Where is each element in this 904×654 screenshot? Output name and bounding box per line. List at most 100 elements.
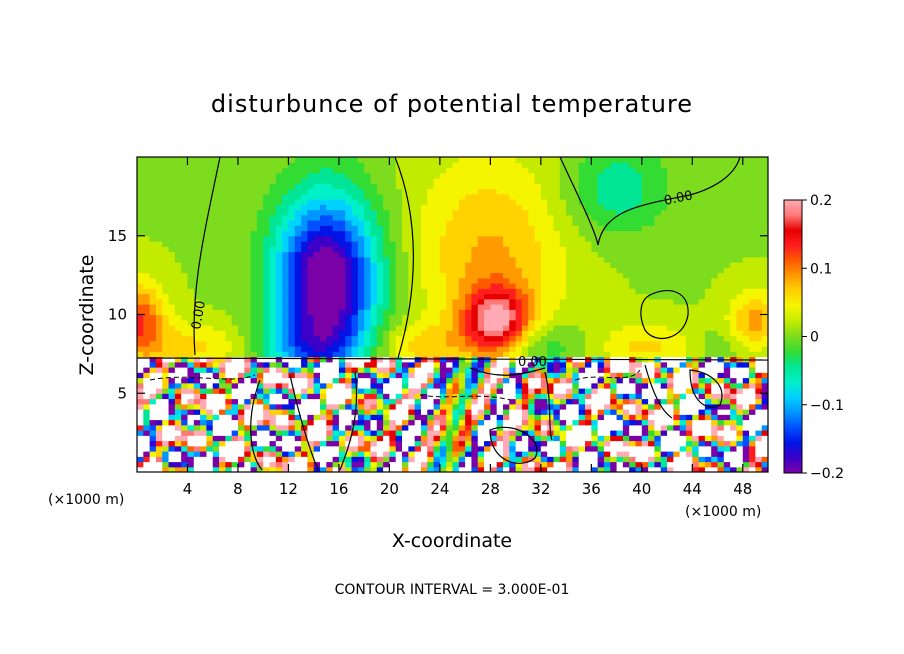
field-cell [427,424,435,431]
field-cell [477,293,485,300]
field-cell [427,314,435,321]
field-cell [408,388,416,394]
field-cell [660,288,668,295]
field-cell [408,409,416,415]
field-cell [578,309,586,316]
field-cell [345,382,353,389]
field-cell [585,351,592,358]
field-cell [667,293,674,300]
field-cell [143,409,151,415]
field-cell [484,230,491,237]
field-cell [736,351,744,358]
field-cell [711,288,719,295]
field-cell [256,424,264,431]
field-cell [288,246,296,253]
field-cell [332,256,340,263]
field-cell [742,256,750,263]
field-cell [351,367,359,373]
field-cell [496,419,504,426]
field-cell [660,277,668,284]
field-cell [578,335,586,342]
field-cell [496,435,504,442]
field-cell [219,319,226,326]
field-cell [212,319,220,326]
field-cell [200,304,208,310]
field-cell [603,283,611,289]
field-cell [338,272,346,279]
field-cell [288,325,296,331]
field-cell [155,330,163,337]
field-cell [137,451,144,457]
field-cell [332,283,340,289]
field-cell [181,461,189,468]
field-cell [219,403,226,410]
field-cell [704,377,712,384]
field-cell [730,325,738,331]
field-cell [168,325,176,331]
field-cell [597,435,605,442]
field-cell [389,235,397,242]
field-cell [326,330,334,337]
field-cell [528,314,536,321]
field-cell [338,230,346,237]
field-cell [408,361,416,368]
field-cell [654,351,662,358]
field-cell [585,409,592,415]
field-cell [559,214,567,221]
field-cell [629,461,637,468]
field-cell [704,351,712,358]
field-cell [414,466,422,472]
field-cell [685,246,693,253]
field-cell [414,445,422,452]
field-cell [294,346,302,352]
field-cell [212,398,220,405]
field-cell [364,262,372,268]
field-cell [572,466,580,472]
field-cell [200,440,208,447]
field-cell [465,451,473,457]
field-cell [585,414,592,421]
field-cell [370,209,378,216]
field-cell [723,251,731,258]
field-cell [572,256,580,263]
field-cell [395,435,403,442]
field-cell [685,288,693,295]
field-cell [742,325,750,331]
field-cell [357,388,365,394]
field-cell [231,419,239,426]
field-cell [414,435,422,442]
field-cell [282,241,290,247]
field-cell [256,430,264,436]
field-cell [730,456,738,463]
field-cell [282,466,290,472]
field-cell [711,314,719,321]
field-cell [490,220,498,226]
field-cell [307,403,315,410]
field-cell [162,466,170,472]
field-cell [547,288,555,295]
field-cell [301,325,308,331]
field-cell [698,267,706,274]
field-cell [269,361,277,368]
field-cell [749,319,756,326]
field-cell [742,230,750,237]
field-cell [389,251,397,258]
field-cell [351,340,359,347]
field-cell [641,430,649,436]
field-cell [275,393,283,400]
field-cell [515,361,523,368]
field-cell [566,424,573,431]
field-cell [679,314,687,321]
field-cell [692,451,700,457]
field-cell [641,246,649,253]
field-cell [667,445,674,452]
field-cell [717,314,725,321]
field-cell [193,293,201,300]
field-cell [698,377,706,384]
field-cell [345,214,353,221]
field-cell [610,241,618,247]
field-cell [181,361,189,368]
field-cell [414,440,422,447]
field-cell [155,419,163,426]
field-cell [622,235,630,242]
